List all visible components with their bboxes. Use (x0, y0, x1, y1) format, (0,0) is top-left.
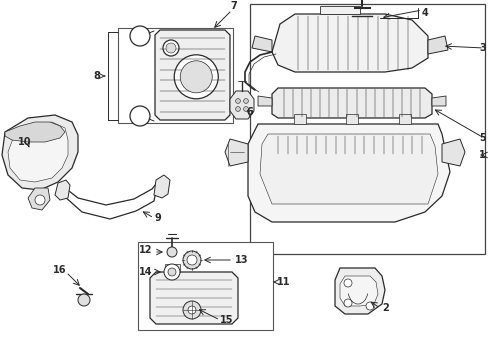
Text: 9: 9 (155, 213, 162, 223)
Circle shape (163, 40, 179, 56)
Polygon shape (5, 122, 65, 142)
Polygon shape (224, 139, 247, 166)
Circle shape (130, 26, 150, 46)
Polygon shape (339, 276, 377, 306)
Polygon shape (258, 96, 271, 106)
Text: 11: 11 (276, 277, 290, 287)
Circle shape (168, 268, 176, 276)
Polygon shape (398, 114, 410, 124)
Text: 3: 3 (478, 43, 485, 53)
Text: 5: 5 (478, 133, 485, 143)
Polygon shape (319, 6, 359, 14)
Circle shape (130, 106, 150, 126)
Polygon shape (154, 175, 170, 198)
Circle shape (180, 61, 212, 93)
Circle shape (343, 279, 351, 287)
Polygon shape (2, 115, 78, 190)
Circle shape (243, 107, 248, 111)
Polygon shape (260, 134, 437, 204)
Circle shape (78, 294, 90, 306)
Polygon shape (247, 124, 449, 222)
Polygon shape (229, 91, 253, 119)
Circle shape (235, 107, 240, 111)
Polygon shape (271, 88, 431, 118)
Polygon shape (271, 14, 427, 72)
Circle shape (163, 264, 180, 280)
Polygon shape (431, 96, 445, 106)
Text: 6: 6 (246, 107, 253, 117)
Circle shape (186, 255, 197, 265)
Text: 8: 8 (93, 71, 100, 81)
Bar (249, 4, 484, 254)
Bar (138, 242, 272, 330)
Polygon shape (155, 30, 229, 120)
Circle shape (365, 302, 373, 310)
Polygon shape (334, 268, 384, 314)
Text: 2: 2 (381, 303, 388, 313)
Polygon shape (251, 36, 271, 52)
Text: 7: 7 (229, 1, 236, 11)
Circle shape (165, 43, 176, 53)
Text: 4: 4 (421, 8, 428, 18)
Polygon shape (8, 122, 68, 182)
Text: 15: 15 (220, 315, 233, 325)
Circle shape (183, 301, 201, 319)
Circle shape (167, 247, 177, 257)
Bar (118, 28, 232, 123)
Polygon shape (28, 188, 50, 210)
Circle shape (183, 251, 201, 269)
Circle shape (174, 55, 218, 99)
Text: 13: 13 (235, 255, 248, 265)
Circle shape (343, 299, 351, 307)
Polygon shape (427, 36, 447, 54)
Polygon shape (346, 114, 357, 124)
Text: 12: 12 (138, 245, 152, 255)
Polygon shape (293, 114, 305, 124)
Circle shape (235, 99, 240, 103)
Polygon shape (164, 264, 180, 272)
Text: 1: 1 (478, 150, 485, 160)
Text: 16: 16 (52, 265, 66, 275)
Polygon shape (150, 272, 238, 324)
Text: 10: 10 (18, 137, 31, 147)
Text: 14: 14 (138, 267, 152, 277)
Polygon shape (441, 139, 464, 166)
Circle shape (35, 195, 45, 205)
Circle shape (243, 99, 248, 103)
Circle shape (187, 306, 196, 314)
Polygon shape (55, 180, 70, 200)
